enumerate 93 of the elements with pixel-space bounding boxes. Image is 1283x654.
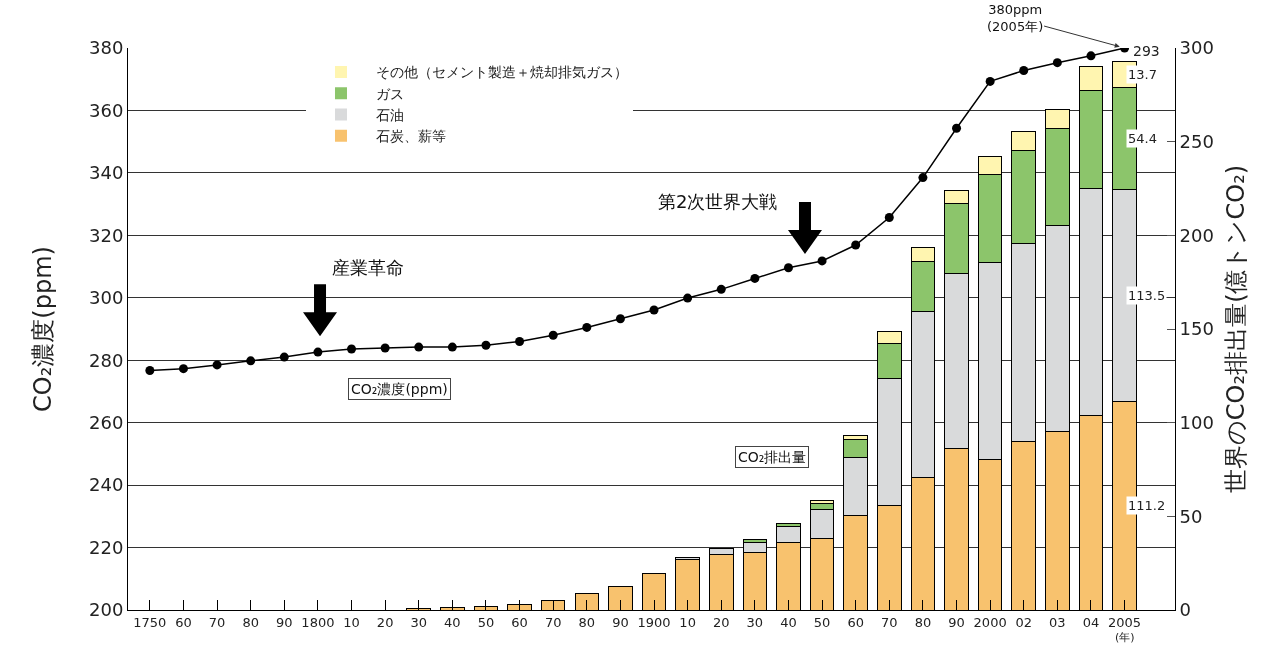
- x-tick-label: 30: [746, 614, 764, 630]
- x-tick-label: 70: [881, 614, 898, 630]
- x-tick-label: 1800: [301, 614, 335, 630]
- x-tick-label: 60: [511, 614, 528, 630]
- legend-label: 石油: [375, 106, 404, 123]
- x-tick-label: 70: [544, 614, 562, 630]
- y-tick-label: 260: [89, 411, 124, 433]
- y2-tick-label: 250: [1179, 130, 1214, 152]
- point: [952, 123, 962, 133]
- y-tick-label: 300: [89, 287, 124, 309]
- point: [414, 342, 424, 352]
- point: [649, 305, 659, 315]
- point: [313, 347, 323, 357]
- total-label: 293: [1133, 43, 1160, 59]
- point: [1086, 51, 1096, 61]
- y2-tick-label: 150: [1179, 318, 1214, 340]
- y-tick-label: 320: [89, 224, 124, 246]
- data-label: 54.4: [1128, 131, 1157, 146]
- x-tick-label: 90: [276, 614, 293, 630]
- y2-axis-title: 世界のCO₂排出量(億トンCO₂): [1222, 164, 1251, 494]
- x-tick-label: 50: [477, 614, 495, 630]
- x-tick-label: 30: [410, 614, 428, 630]
- x-tick-label: 80: [914, 614, 932, 630]
- annotation: 380ppm (2005年): [987, 2, 1044, 34]
- x-tick-label: 40: [780, 614, 797, 630]
- point: [548, 330, 558, 340]
- point: [783, 263, 793, 273]
- point: [246, 356, 256, 366]
- x-tick-label: 80: [578, 614, 596, 630]
- y2-tick-label: 300: [1179, 37, 1214, 59]
- x-tick-label: 2000: [973, 614, 1007, 630]
- annotation: CO₂排出量: [738, 449, 807, 465]
- point: [212, 360, 222, 370]
- point: [582, 322, 592, 332]
- point: [178, 364, 188, 374]
- y-tick-label: 380: [89, 37, 124, 59]
- x-tick-label: 03: [1049, 614, 1066, 630]
- x-tick-label: 70: [208, 614, 226, 630]
- point: [884, 213, 894, 223]
- y-axis-title: CO₂濃度(ppm): [29, 246, 58, 412]
- y-tick-label: 240: [89, 474, 124, 496]
- x-tick-label: 60: [175, 614, 192, 630]
- annotation: CO₂濃度(ppm): [351, 381, 448, 397]
- annotation: 産業革命: [332, 257, 404, 278]
- x-tick-label: 10: [343, 614, 360, 630]
- y-tick-label: 280: [89, 349, 124, 371]
- y2-tick-label: 50: [1179, 505, 1203, 527]
- point: [683, 293, 693, 303]
- x-tick-label: 2005: [1108, 614, 1142, 630]
- point: [1052, 58, 1062, 68]
- y2-tick-label: 100: [1179, 411, 1214, 433]
- x-tick-label: 02: [1015, 614, 1033, 630]
- x-axis-title: (年): [1115, 631, 1135, 644]
- x-tick-label: 1900: [637, 614, 671, 630]
- point: [380, 343, 390, 353]
- point: [851, 240, 861, 250]
- y2-tick-label: 200: [1179, 224, 1214, 246]
- x-tick-label: 60: [847, 614, 864, 630]
- y-tick-label: 360: [89, 99, 124, 121]
- point: [750, 273, 760, 283]
- y-tick-label: 200: [89, 599, 124, 621]
- x-tick-label: 10: [679, 614, 696, 630]
- point: [615, 314, 625, 324]
- point: [279, 352, 289, 362]
- point: [481, 340, 491, 350]
- x-tick-label: 20: [712, 614, 730, 630]
- x-tick-label: 90: [948, 614, 965, 630]
- legend-label: ガス: [375, 85, 404, 102]
- data-label: 111.2: [1128, 498, 1166, 513]
- data-label: 113.5: [1128, 288, 1166, 303]
- point: [918, 173, 928, 183]
- y2-tick-label: 0: [1179, 599, 1192, 621]
- point: [985, 76, 995, 86]
- x-tick-label: 20: [376, 614, 394, 630]
- point: [716, 284, 726, 294]
- x-tick-label: 04: [1082, 614, 1100, 630]
- point: [515, 336, 525, 346]
- legend-label: 石炭、薪等: [375, 128, 446, 145]
- x-tick-label: 90: [612, 614, 629, 630]
- x-tick-label: 50: [813, 614, 831, 630]
- point: [817, 256, 827, 266]
- x-tick-label: 1750: [133, 614, 167, 630]
- x-tick-label: 80: [242, 614, 259, 630]
- point: [447, 342, 457, 352]
- y-tick-label: 220: [89, 536, 124, 558]
- legend-label: その他（セメント製造＋焼却排気ガス）: [375, 64, 628, 81]
- data-label: 13.7: [1128, 67, 1157, 82]
- x-tick-label: 40: [444, 614, 461, 630]
- annotation: 第2次世界大戦: [658, 191, 778, 212]
- y-tick-label: 340: [89, 162, 124, 184]
- point: [145, 366, 155, 376]
- point: [1019, 65, 1029, 75]
- point: [347, 344, 357, 354]
